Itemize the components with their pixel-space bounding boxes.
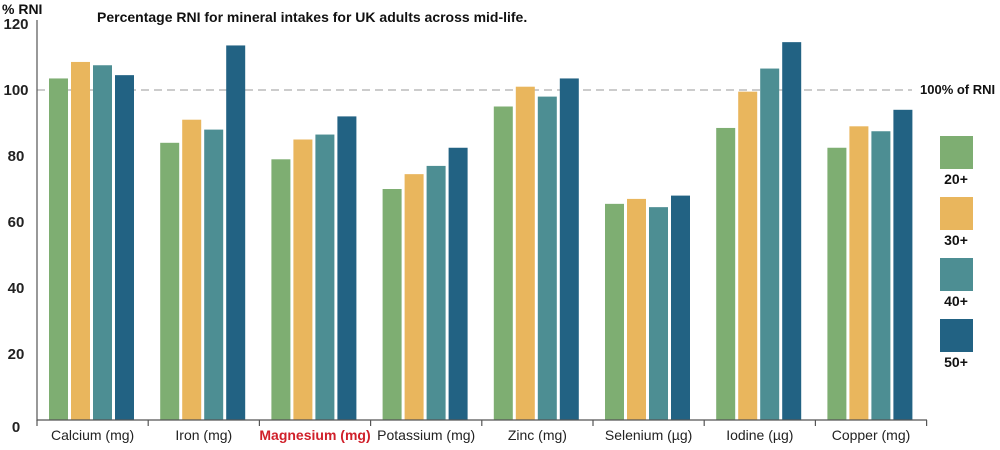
y-tick-label: 20 bbox=[8, 346, 25, 363]
bar-20plus-5 bbox=[605, 203, 624, 420]
bar-40plus-4 bbox=[537, 96, 557, 420]
bar-40plus-1 bbox=[204, 129, 224, 420]
legend-swatch-20plus bbox=[940, 136, 973, 169]
x-category-label: Magnesium (mg) bbox=[259, 427, 370, 443]
legend: 20+ 30+ 40+ 50+ bbox=[940, 136, 973, 370]
x-category-label: Copper (mg) bbox=[832, 427, 911, 443]
axes-group bbox=[36, 20, 928, 426]
bar-50plus-5 bbox=[671, 195, 690, 420]
y-ticks-group: 0 20 40 60 80 100 120 bbox=[3, 16, 28, 436]
bar-30plus-4 bbox=[515, 86, 535, 420]
bar-20plus-1 bbox=[160, 142, 180, 421]
bar-30plus-3 bbox=[404, 174, 424, 420]
bar-50plus-0 bbox=[115, 75, 134, 421]
bar-50plus-2 bbox=[337, 116, 357, 421]
bar-50plus-3 bbox=[448, 147, 468, 420]
bar-40plus-6 bbox=[760, 68, 780, 421]
bar-40plus-2 bbox=[315, 134, 335, 421]
legend-label-20plus: 20+ bbox=[944, 171, 968, 187]
y-tick-label: 0 bbox=[12, 419, 20, 436]
y-tick-label: 120 bbox=[3, 16, 28, 33]
bar-50plus-4 bbox=[559, 78, 579, 420]
bar-20plus-7 bbox=[827, 147, 847, 420]
x-category-label: Iron (mg) bbox=[175, 427, 232, 443]
reference-line-label: 100% of RNI bbox=[920, 82, 995, 97]
legend-swatch-30plus bbox=[940, 197, 973, 230]
legend-swatch-50plus bbox=[940, 319, 973, 352]
legend-label-30plus: 30+ bbox=[944, 232, 968, 248]
bar-20plus-6 bbox=[716, 127, 736, 420]
y-tick-label: 60 bbox=[8, 214, 25, 231]
x-category-label: Iodine (µg) bbox=[726, 427, 793, 443]
bar-20plus-2 bbox=[271, 159, 291, 421]
bar-20plus-0 bbox=[49, 78, 68, 420]
x-category-label: Zinc (mg) bbox=[508, 427, 567, 443]
bar-30plus-6 bbox=[738, 91, 758, 421]
legend-label-50plus: 50+ bbox=[944, 354, 968, 370]
x-category-label: Calcium (mg) bbox=[51, 427, 134, 443]
bars-group bbox=[49, 42, 913, 421]
bar-50plus-7 bbox=[893, 109, 913, 421]
bar-30plus-2 bbox=[293, 139, 313, 420]
bar-30plus-0 bbox=[71, 61, 90, 420]
y-tick-label: 40 bbox=[8, 280, 25, 297]
bar-40plus-3 bbox=[426, 165, 446, 420]
x-category-label: Selenium (µg) bbox=[605, 427, 692, 443]
bar-20plus-4 bbox=[493, 106, 513, 420]
y-tick-label: 80 bbox=[8, 148, 25, 165]
y-tick-label: 100 bbox=[3, 82, 28, 99]
bar-30plus-1 bbox=[182, 119, 202, 420]
bar-40plus-0 bbox=[93, 65, 112, 420]
x-category-label: Potassium (mg) bbox=[377, 427, 475, 443]
x-categories-group: Calcium (mg) Iron (mg) Magnesium (mg) Potas… bbox=[51, 427, 910, 443]
legend-label-40plus: 40+ bbox=[944, 293, 968, 309]
bar-50plus-1 bbox=[226, 45, 246, 420]
bar-30plus-7 bbox=[849, 126, 869, 421]
bar-20plus-3 bbox=[382, 189, 402, 420]
y-axis-label: % RNI bbox=[2, 1, 42, 17]
bar-30plus-5 bbox=[627, 198, 646, 420]
chart-title: Percentage RNI for mineral intakes for U… bbox=[97, 9, 527, 25]
bar-50plus-6 bbox=[782, 42, 802, 421]
legend-swatch-40plus bbox=[940, 258, 973, 291]
bar-40plus-7 bbox=[871, 131, 891, 420]
bar-40plus-5 bbox=[649, 207, 668, 420]
